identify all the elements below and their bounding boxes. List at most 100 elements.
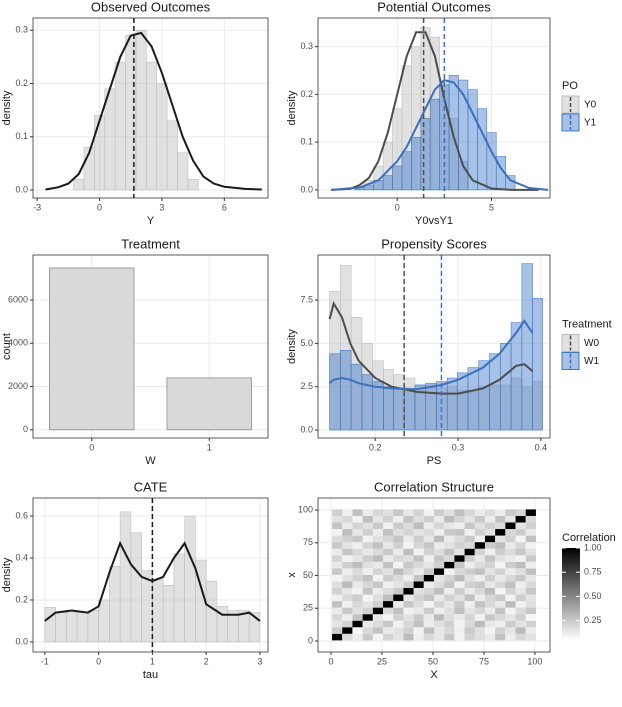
x-tick-label: 3	[257, 656, 262, 666]
heatmap-cell	[515, 535, 526, 543]
y-tick-label: 0.2	[15, 78, 28, 88]
heatmap-cell	[342, 594, 353, 602]
x-tick-label: 0	[329, 656, 334, 666]
heatmap-cell	[423, 587, 434, 595]
heatmap-cell	[495, 587, 506, 595]
heatmap-cell	[515, 542, 526, 549]
heatmap-cell	[393, 607, 404, 615]
y-tick-label: 75	[303, 537, 313, 547]
heatmap-cell	[362, 627, 373, 634]
histogram-bar	[73, 179, 85, 191]
panel-border	[32, 254, 269, 439]
heatmap-cell	[423, 594, 434, 602]
heatmap-cell	[413, 542, 424, 549]
heatmap-cell	[352, 614, 363, 621]
heatmap-cell	[484, 515, 496, 523]
heatmap-cell	[403, 529, 414, 536]
heatmap-cell	[505, 522, 516, 530]
histogram-bar	[521, 263, 533, 431]
chart-title: Treatment	[121, 236, 180, 251]
heatmap-cell	[423, 561, 434, 569]
heatmap-cell	[484, 614, 496, 621]
heatmap-cell	[515, 515, 526, 523]
heatmap-cell	[444, 535, 455, 543]
heatmap-cell	[484, 529, 496, 536]
panel: Potential Outcomes Y0vsY1 density 0.0 0.1 0.2…	[286, 0, 597, 227]
heatmap-cell	[403, 555, 414, 562]
legend-label: W0	[584, 338, 599, 349]
heatmap-cell	[464, 535, 475, 543]
heatmap-cell	[484, 568, 496, 575]
heatmap-cell	[474, 522, 485, 530]
heatmap-cell	[505, 535, 516, 543]
heatmap-cell	[352, 515, 363, 523]
x-tick-label: 25	[377, 656, 387, 666]
heatmap-cell	[332, 581, 343, 588]
heatmap-cell	[484, 574, 496, 582]
histogram-bar	[478, 360, 490, 431]
colorbar-label: 0.75	[584, 567, 602, 577]
panel-background	[33, 498, 268, 652]
heatmap-cell	[423, 607, 434, 615]
heatmap-cell	[454, 633, 465, 641]
heatmap-cell	[413, 515, 424, 523]
heatmap-cell	[372, 509, 384, 516]
heatmap-cell	[454, 627, 465, 634]
x-tick-label: 0	[395, 202, 400, 212]
y-axis-label: density	[1, 557, 13, 592]
heatmap-cell	[342, 568, 353, 575]
panel-border	[317, 254, 551, 439]
heatmap-cell	[362, 594, 373, 602]
heatmap-cell	[342, 614, 353, 621]
heatmap-cell	[383, 548, 394, 556]
heatmap-cell	[362, 601, 373, 608]
heatmap-cell	[423, 509, 434, 516]
heatmap-cell	[525, 587, 536, 595]
heatmap-cell	[505, 509, 516, 516]
histogram-bar	[532, 298, 543, 431]
y-axis-label: density	[286, 90, 298, 125]
x-tick-label: -1	[41, 656, 49, 666]
histogram-bar	[392, 165, 403, 191]
heatmap-cell	[505, 574, 516, 582]
heatmap-cell	[372, 587, 384, 595]
heatmap-cell	[403, 614, 414, 621]
heatmap-cell	[383, 633, 394, 641]
heatmap-cell	[352, 529, 363, 536]
heatmap-cell	[362, 574, 373, 582]
heatmap-cell	[403, 607, 414, 615]
panel-background	[33, 18, 268, 198]
heatmap-cell	[474, 509, 485, 516]
colorbar-label: 0.50	[584, 591, 602, 601]
heatmap-cell	[434, 548, 445, 556]
y-tick-label: 0.0	[15, 636, 28, 646]
heatmap-cell	[515, 633, 526, 641]
heatmap-cell	[444, 574, 455, 582]
y-tick-label: 25	[303, 603, 313, 613]
heatmap-cell	[393, 535, 404, 543]
heatmap-cell	[413, 555, 424, 562]
heatmap-cell	[515, 548, 526, 556]
heatmap-cell	[383, 568, 394, 575]
panel: Propensity Scores PS density 0.0 2.5 5.0 7.5 0.…	[286, 236, 612, 466]
heatmap-cell	[393, 515, 404, 523]
heatmap-cell	[525, 620, 536, 628]
heatmap-cell	[413, 561, 424, 569]
y-tick-label: 4000	[8, 338, 28, 348]
heatmap-cell	[393, 594, 404, 602]
x-tick-label: 5	[489, 202, 494, 212]
heatmap-cell	[342, 561, 353, 569]
density-line	[328, 300, 534, 395]
heatmap-cell	[362, 529, 373, 536]
heatmap-cell	[352, 561, 363, 569]
heatmap-cell	[352, 601, 363, 608]
heatmap-cell	[464, 574, 475, 582]
heatmap-cell	[525, 627, 536, 634]
heatmap-cell	[495, 594, 506, 602]
y-axis-label: density	[1, 90, 13, 125]
x-tick-label: 6	[222, 202, 227, 212]
heatmap-cell	[362, 509, 373, 516]
legend-title: Treatment	[562, 318, 612, 330]
x-tick-label: -3	[33, 202, 41, 212]
